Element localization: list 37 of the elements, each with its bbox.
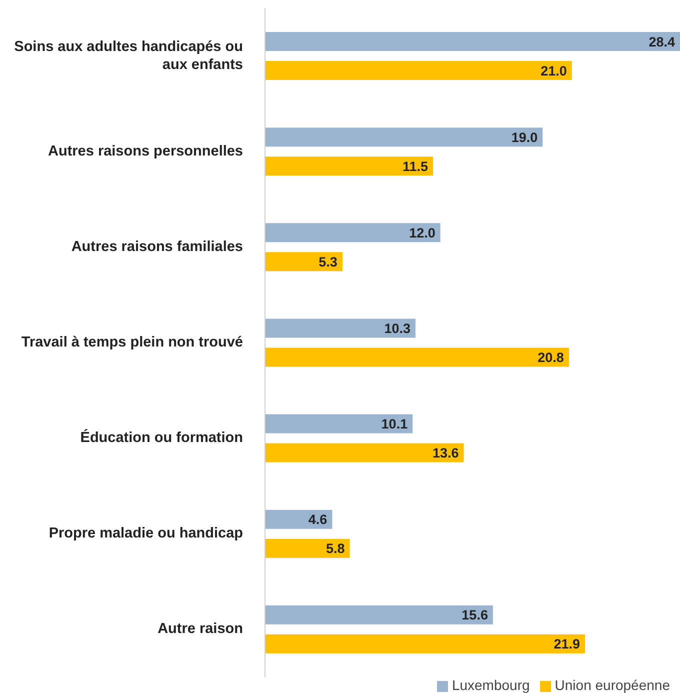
bar xyxy=(265,414,413,434)
data-label: 5.3 xyxy=(318,254,338,270)
data-label: 21.0 xyxy=(540,63,567,78)
data-label: 15.6 xyxy=(462,608,488,623)
data-label: 5.8 xyxy=(326,541,346,556)
bar xyxy=(265,348,569,367)
data-label: 12.0 xyxy=(409,225,436,240)
data-label: 10.3 xyxy=(384,321,411,336)
bar xyxy=(265,443,464,462)
data-label: 28.4 xyxy=(648,34,676,50)
y-tick-label: Propre maladie ou handicap xyxy=(48,525,244,542)
data-label: 21.9 xyxy=(554,636,580,652)
bar xyxy=(265,605,493,624)
data-label: 13.6 xyxy=(432,446,460,461)
y-tick-label: Travail à temps plein non trouvé xyxy=(21,334,243,350)
bar xyxy=(265,61,572,80)
y-tick-label: Autres raisons personnelles xyxy=(48,143,243,160)
bar xyxy=(265,128,543,147)
bar xyxy=(265,252,342,272)
bar xyxy=(265,510,332,529)
bar xyxy=(265,318,416,338)
data-label: 20.8 xyxy=(538,350,564,366)
y-tick-label: Autre raison xyxy=(158,621,243,638)
data-label: 11.5 xyxy=(402,158,429,174)
bar xyxy=(265,156,434,176)
bar xyxy=(265,223,440,242)
bar xyxy=(265,538,350,558)
data-label: 19.0 xyxy=(511,130,538,145)
y-tick-label: Soins aux adultes handicapés ou aux enfants xyxy=(14,38,243,73)
data-label: 4.6 xyxy=(308,512,328,528)
y-tick-label: Autres raisons familiales xyxy=(71,238,243,255)
legend-label: Luxembourg xyxy=(452,677,530,693)
legend-label: Union européenne xyxy=(554,677,670,693)
bar xyxy=(265,32,680,51)
y-tick-label: Éducation ou formation xyxy=(80,428,243,446)
data-label: 10.1 xyxy=(381,416,408,432)
bar xyxy=(265,634,586,654)
